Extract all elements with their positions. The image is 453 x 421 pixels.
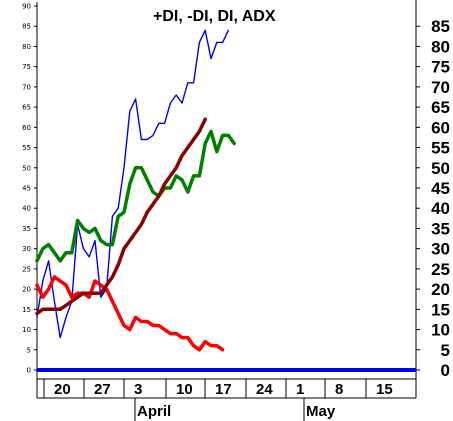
right-tick-label: 25: [431, 260, 450, 279]
left-tick-label: 40: [22, 205, 31, 213]
month-label: May: [306, 403, 336, 420]
right-tick-label: 35: [431, 219, 450, 238]
right-tick-label: 0: [441, 361, 450, 380]
left-tick-label: 60: [22, 124, 31, 132]
x-tick-label: 1: [296, 381, 304, 398]
x-tick-label: 3: [134, 381, 142, 398]
x-tick-label: 15: [376, 381, 393, 398]
series-line-3: [35, 129, 236, 263]
series-line-4: [35, 117, 207, 316]
right-tick-label: 5: [441, 341, 450, 360]
left-tick-label: 65: [22, 104, 31, 112]
left-tick-label: 85: [22, 23, 31, 31]
left-tick-label: 90: [22, 3, 31, 11]
right-tick-label: 40: [431, 199, 450, 218]
right-tick-label: 65: [431, 98, 450, 117]
left-tick-label: 70: [22, 83, 31, 91]
right-tick-label: 85: [431, 17, 450, 36]
right-tick-label: 70: [431, 78, 450, 97]
left-tick-label: 80: [22, 43, 31, 51]
left-tick-label: 0: [27, 367, 31, 375]
x-tick-label: 17: [215, 381, 232, 398]
right-tick-label: 15: [431, 300, 450, 319]
right-tick-label: 80: [431, 37, 450, 56]
x-tick-label: 10: [176, 381, 193, 398]
x-tick-label: 8: [335, 381, 343, 398]
right-tick-label: 45: [431, 179, 450, 198]
right-tick-label: 50: [431, 159, 450, 178]
left-tick-label: 50: [22, 164, 31, 172]
left-tick-label: 15: [22, 306, 31, 314]
right-tick-label: 30: [431, 240, 450, 259]
left-tick-label: 55: [22, 144, 31, 152]
left-tick-label: 10: [22, 326, 31, 334]
left-tick-label: 45: [22, 185, 31, 193]
x-tick-label: 24: [256, 381, 273, 398]
left-axis: 0 5 10 15 20 25 30 35 40 45 50 55 60 65 70 75 80 85 90: [22, 2, 38, 398]
right-tick-label: 20: [431, 280, 450, 299]
series-line-2: [35, 275, 225, 352]
right-tick-label: 55: [431, 139, 450, 158]
right-tick-label: 75: [431, 58, 450, 77]
x-tick-label: 27: [94, 381, 111, 398]
left-tick-label: 25: [22, 265, 31, 273]
left-tick-label: 75: [22, 63, 31, 71]
left-tick-label: 20: [22, 286, 31, 294]
x-axis: 20 27 3 10 17 24 1 8 15 April May: [37, 378, 416, 421]
month-label: April: [137, 403, 171, 420]
left-tick-label: 30: [22, 245, 31, 253]
right-tick-label: 60: [431, 118, 450, 137]
right-tick-label: 10: [431, 321, 450, 340]
series-layer: [35, 29, 236, 352]
series-line-1: [36, 29, 230, 339]
x-tick-label: 20: [54, 381, 71, 398]
chart-title: +DI, -DI, DI, ADX: [153, 8, 276, 25]
left-tick-label: 35: [22, 225, 31, 233]
left-tick-label: 5: [27, 346, 31, 354]
